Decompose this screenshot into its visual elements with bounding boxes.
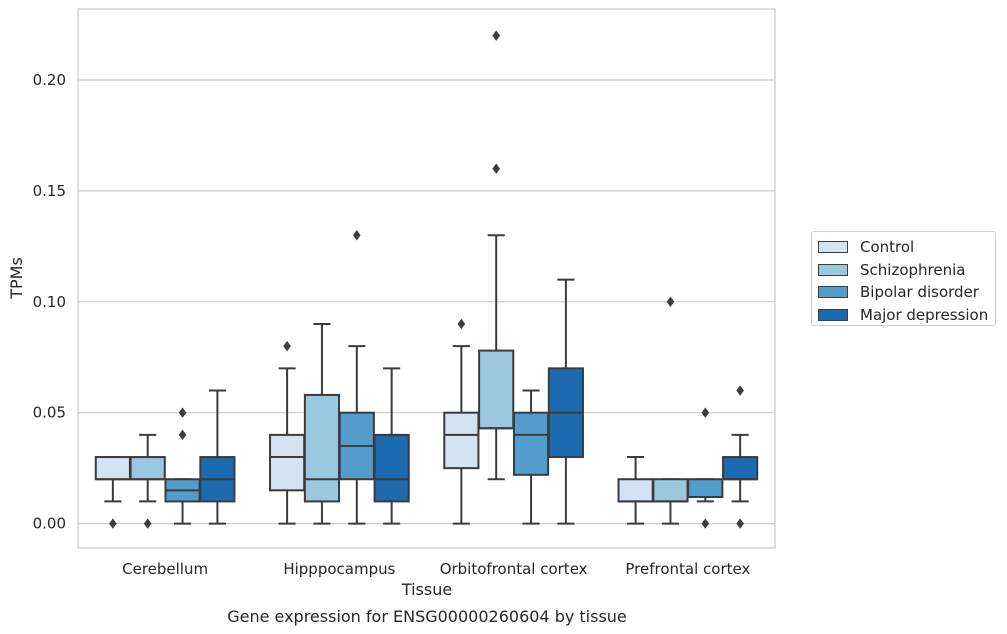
box-body — [269, 433, 306, 492]
box-body — [478, 349, 515, 430]
y-tick-label: 0.15 — [33, 182, 66, 200]
outlier-point — [353, 230, 361, 241]
box-body — [512, 411, 550, 476]
box-layer — [94, 30, 759, 529]
box-1-1 — [303, 322, 341, 525]
legend-item-bipolar-disorder: Bipolar disorder — [818, 281, 995, 304]
y-tick-labels: 0.00 0.05 0.10 0.15 0.20 — [33, 71, 66, 533]
outlier-point — [492, 30, 500, 41]
outlier-point — [701, 518, 710, 529]
outlier-point — [701, 407, 710, 418]
box-3-1 — [652, 296, 689, 525]
box-2-0 — [443, 318, 480, 525]
box-1-3 — [373, 367, 410, 525]
box-0-3 — [199, 389, 236, 525]
x-tick-label: Orbitofrontal cortex — [440, 560, 588, 578]
box-0-1 — [129, 433, 166, 529]
box-1-2 — [338, 230, 375, 525]
box-body — [94, 456, 131, 481]
box-body — [617, 478, 654, 503]
outlier-point — [457, 318, 466, 330]
legend-item-control: Control — [818, 236, 995, 259]
legend-label-bipolar-disorder: Bipolar disorder — [860, 283, 979, 302]
outlier-point — [666, 296, 675, 307]
box-0-2 — [164, 407, 201, 525]
y-tick-label: 0.00 — [33, 515, 66, 533]
box-2-2 — [512, 389, 550, 525]
box-3-2 — [687, 407, 724, 529]
x-tick-label: Hipppocampus — [283, 560, 395, 578]
legend-swatch-schizophrenia — [818, 263, 848, 276]
box-1-0 — [269, 340, 306, 525]
box-2-1 — [478, 30, 515, 481]
box-body — [129, 456, 166, 481]
outlier-point — [736, 385, 744, 396]
box-body — [687, 478, 724, 498]
box-body — [373, 433, 410, 503]
legend: Control Schizophrenia Bipolar disorder M… — [811, 231, 996, 326]
box-body — [303, 393, 341, 503]
outlier-point — [492, 163, 500, 174]
box-0-0 — [94, 456, 131, 529]
y-tick-label: 0.20 — [33, 71, 66, 89]
grid-lines — [78, 79, 775, 525]
x-tick-label: Cerebellum — [122, 560, 208, 578]
box-2-3 — [547, 278, 584, 525]
legend-label-control: Control — [860, 238, 915, 257]
outlier-point — [283, 340, 291, 352]
legend-swatch-control — [818, 241, 848, 254]
outlier-point — [143, 518, 152, 529]
plot-area-frame — [77, 8, 776, 549]
y-tick-label: 0.10 — [33, 293, 66, 311]
chart-title: Gene expression for ENSG00000260604 by t… — [227, 607, 627, 626]
box-body — [722, 456, 759, 481]
legend-swatch-major-depression — [818, 308, 848, 321]
legend-label-schizophrenia: Schizophrenia — [860, 260, 966, 279]
box-body — [652, 478, 689, 503]
legend-item-schizophrenia: Schizophrenia — [818, 259, 995, 282]
legend-label-major-depression: Major depression — [860, 305, 989, 324]
box-3-3 — [722, 385, 759, 529]
box-3-0 — [617, 456, 654, 525]
x-tick-label: Prefrontal cortex — [625, 560, 750, 578]
x-axis-title: Tissue — [401, 580, 452, 599]
outlier-point — [178, 429, 187, 441]
y-axis-title: TPMs — [7, 257, 26, 300]
legend-swatch-bipolar-disorder — [818, 286, 848, 299]
box-body — [443, 411, 480, 470]
outlier-point — [178, 407, 187, 418]
legend-item-major-depression: Major depression — [818, 304, 995, 327]
outlier-point — [109, 518, 117, 529]
y-tick-label: 0.05 — [33, 404, 66, 422]
outlier-point — [736, 518, 744, 529]
x-tick-labels: Cerebellum Hipppocampus Orbitofrontal cort… — [122, 560, 750, 578]
